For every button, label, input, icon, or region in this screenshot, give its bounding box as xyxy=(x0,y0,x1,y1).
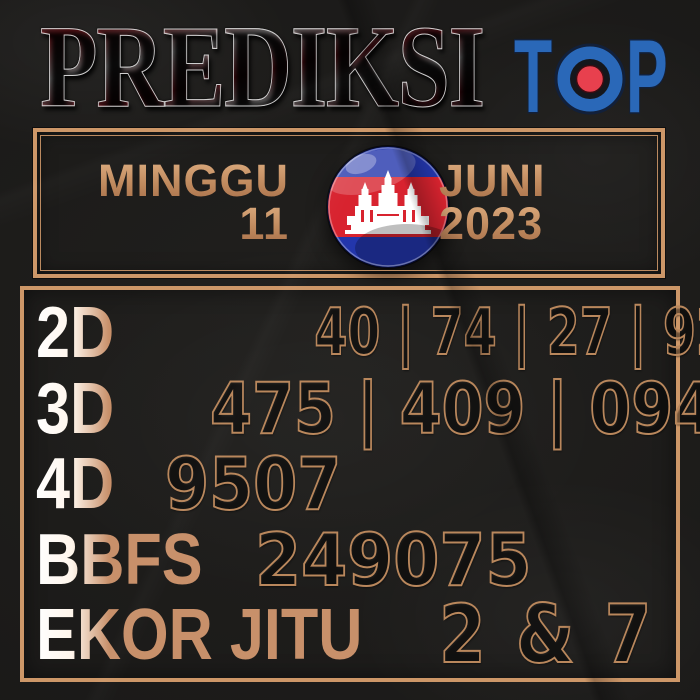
row-value: 249075 xyxy=(254,517,532,602)
row-value: 40 | 74 | 27 | 92 | 97 xyxy=(314,296,700,370)
date-day-block: MINGGU 11 xyxy=(37,132,289,274)
svg-text:P: P xyxy=(626,36,666,118)
row-label: BBFS xyxy=(36,519,203,600)
cambodia-flag-icon xyxy=(326,145,450,269)
prediction-row-3d: 3D 475 | 409 | 094 xyxy=(36,368,700,449)
predictions-panel: 2D 40 | 74 | 27 | 92 | 97 3D 475 | 409 |… xyxy=(20,286,700,682)
row-value: 9507 xyxy=(164,442,342,526)
row-label: 2D xyxy=(36,293,115,373)
prediction-row-4d: 4D 9507 xyxy=(36,447,656,521)
day-number: 11 xyxy=(239,198,289,249)
prediction-row-ekor-jitu: EKOR JITU 2 & 7 xyxy=(36,588,656,681)
logo-letter-p: P xyxy=(625,36,666,118)
logo-letter-t: T xyxy=(514,36,553,118)
row-label: 3D xyxy=(36,368,115,449)
date-banner: MINGGU 11 xyxy=(33,128,665,278)
year: 2023 xyxy=(439,198,544,249)
top-logo: T P xyxy=(514,36,666,118)
svg-text:T: T xyxy=(514,36,552,118)
date-month-block: JUNI 2023 xyxy=(439,132,546,274)
page-title: PREDIKSI xyxy=(40,1,486,132)
target-icon xyxy=(554,43,626,115)
row-label: 4D xyxy=(36,444,115,524)
row-value: 2 & 7 xyxy=(438,588,655,681)
month-name: JUNI xyxy=(439,155,546,207)
prediction-row-2d: 2D 40 | 74 | 27 | 92 | 97 xyxy=(36,293,700,373)
row-label: EKOR JITU xyxy=(36,595,363,675)
day-name: MINGGU xyxy=(98,155,289,207)
prediction-row-bbfs: BBFS 249075 xyxy=(36,523,656,597)
row-value: 475 | 409 | 094 xyxy=(209,367,700,450)
